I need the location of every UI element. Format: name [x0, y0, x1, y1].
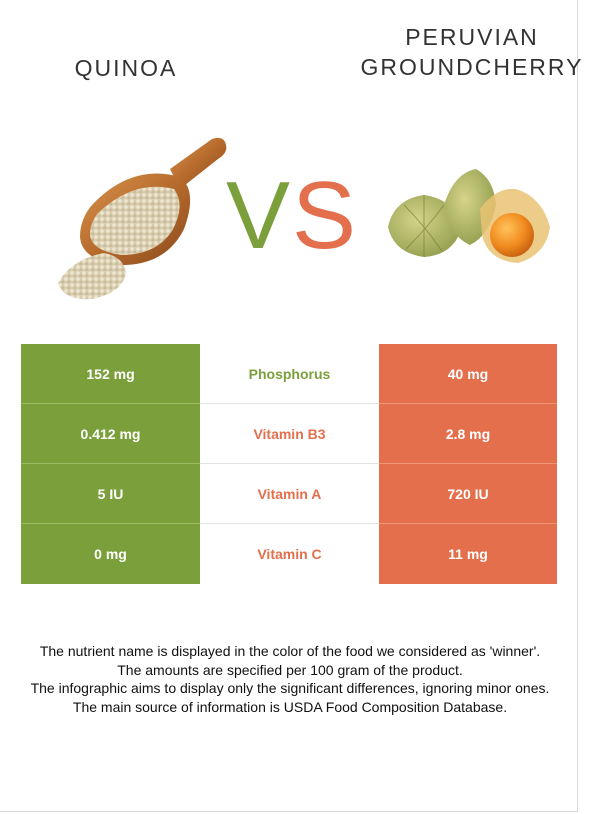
nutrient-name-cell: Phosphorus — [200, 344, 379, 404]
left-value-cell: 0.412 mg — [21, 404, 200, 464]
quinoa-scoop-image — [58, 137, 227, 300]
right-value-cell: 2.8 mg — [379, 404, 557, 464]
left-value-cell: 5 IU — [21, 464, 200, 524]
table-row: 0.412 mg Vitamin B3 2.8 mg — [21, 404, 557, 464]
right-food-title-line-2: GROUNDCHERRY — [360, 54, 584, 80]
vs-mark: V S — [226, 168, 352, 258]
vs-s-letter: S — [292, 168, 352, 258]
footnote-line: The nutrient name is displayed in the co… — [39, 643, 541, 659]
left-value-cell: 152 mg — [21, 344, 200, 404]
nutrient-name-cell: Vitamin A — [200, 464, 379, 524]
footnote: The nutrient name is displayed in the co… — [30, 642, 550, 716]
right-value-cell: 40 mg — [379, 344, 557, 404]
comparison-table: 152 mg Phosphorus 40 mg 0.412 mg Vitamin… — [21, 344, 557, 584]
table-row: 5 IU Vitamin A 720 IU — [21, 464, 557, 524]
nutrient-name-cell: Vitamin B3 — [200, 404, 379, 464]
infographic-frame — [0, 0, 578, 812]
left-food-title: QUINOA — [74, 55, 178, 81]
footnote-line: The infographic aims to display only the… — [30, 680, 550, 696]
groundcherry-image — [388, 169, 550, 263]
vs-v-letter: V — [226, 168, 290, 258]
table-row: 0 mg Vitamin C 11 mg — [21, 524, 557, 584]
right-food-title: PERUVIAN GROUNDCHERRY — [360, 22, 584, 82]
footnote-line: The amounts are specified per 100 gram o… — [117, 661, 463, 678]
table-row: 152 mg Phosphorus 40 mg — [21, 344, 557, 404]
right-value-cell: 720 IU — [379, 464, 557, 524]
right-value-cell: 11 mg — [379, 524, 557, 584]
nutrient-name-cell: Vitamin C — [200, 524, 379, 584]
right-food-title-line-1: PERUVIAN — [405, 24, 539, 50]
footnote-line: The main source of information is USDA F… — [72, 698, 508, 715]
left-value-cell: 0 mg — [21, 524, 200, 584]
